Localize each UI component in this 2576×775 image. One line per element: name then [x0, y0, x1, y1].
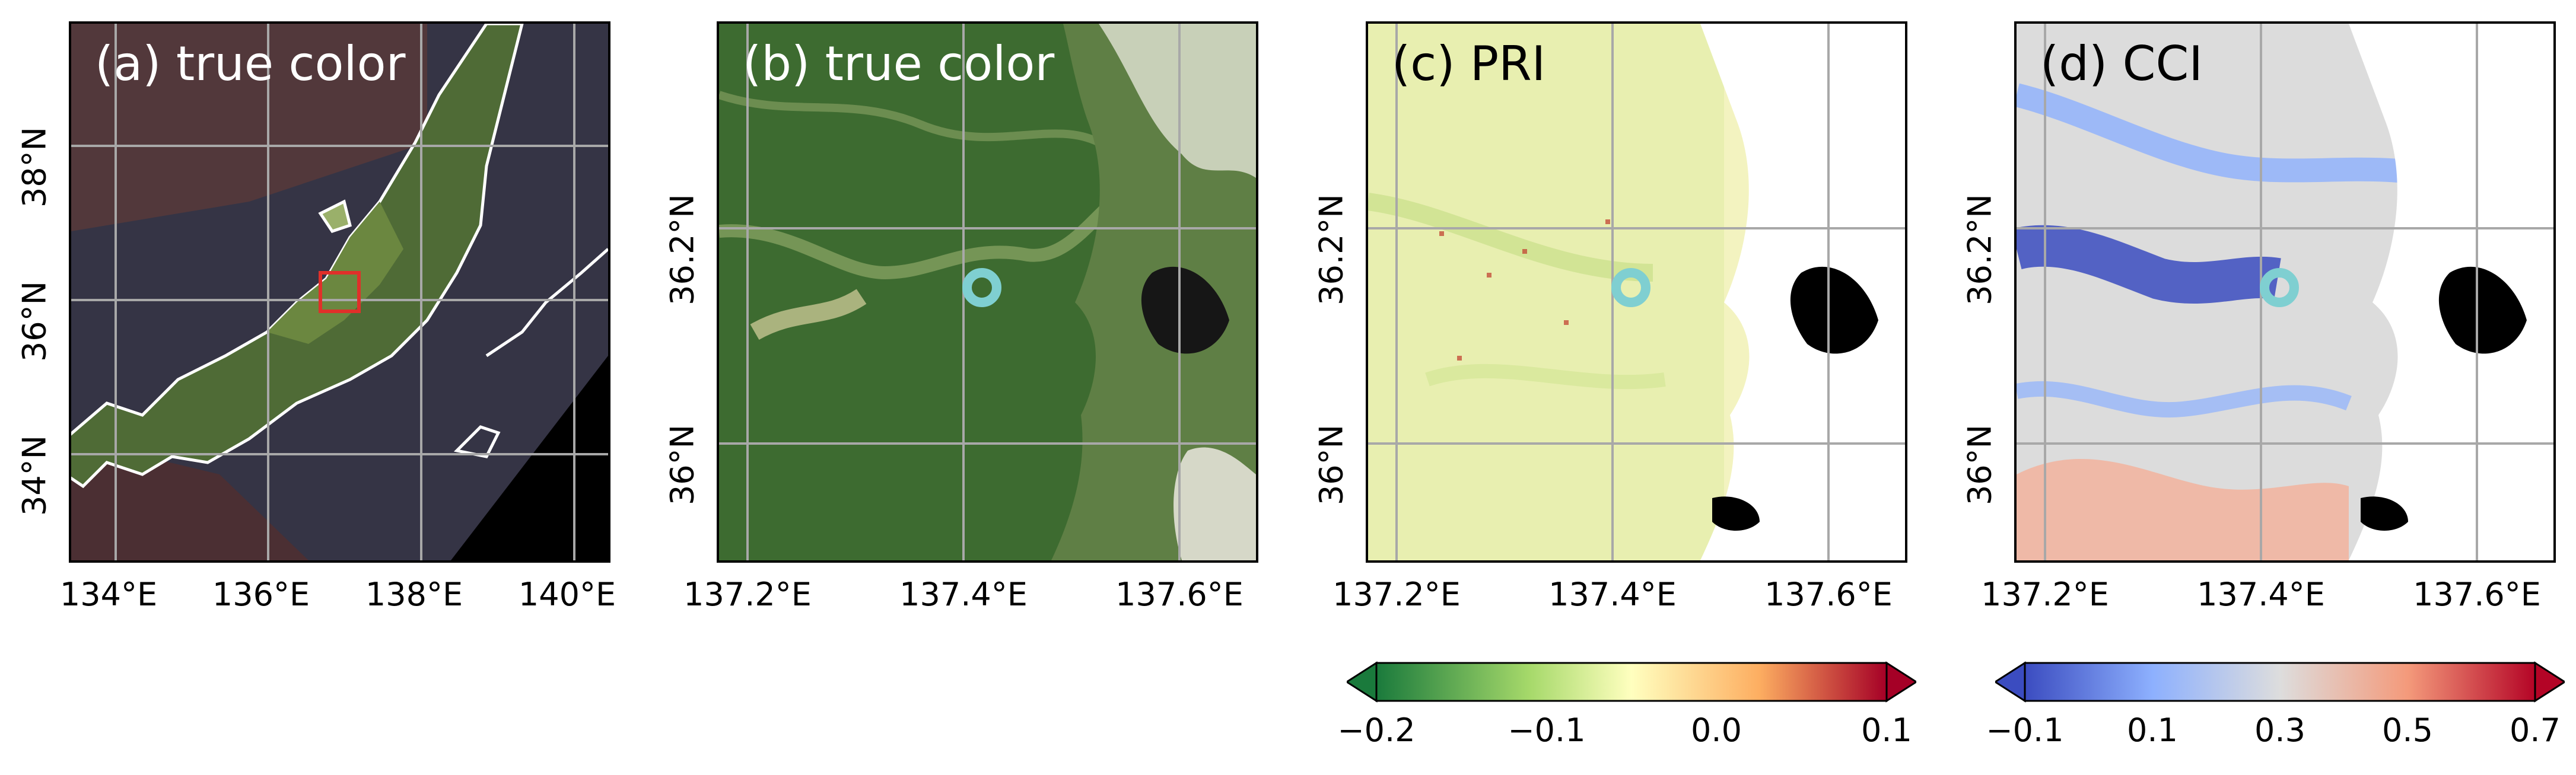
pri-tick-1: −0.1 — [1508, 712, 1586, 749]
site-marker — [1611, 268, 1650, 307]
cci-tick-3: 0.5 — [2382, 712, 2433, 749]
xtick-d-2: 137.6°E — [2413, 576, 2541, 613]
xtick-d-1: 137.4°E — [2197, 576, 2325, 613]
panel-c-label: (c) PRI — [1392, 36, 1546, 91]
map-panel-d: (d) CCI — [2014, 21, 2556, 563]
site-marker — [962, 268, 1001, 307]
ytick-b-1: 36°N — [663, 424, 701, 506]
xtick-a-3: 140°E — [518, 576, 616, 613]
ytick-d-0: 36.2°N — [1961, 194, 1999, 305]
xtick-c-0: 137.2°E — [1332, 576, 1461, 613]
cci-tick-4: 0.7 — [2510, 712, 2561, 749]
xtick-a-2: 138°E — [365, 576, 463, 613]
ytick-c-1: 36°N — [1312, 424, 1350, 506]
pri-map — [1368, 24, 1905, 560]
ytick-c-0: 36.2°N — [1312, 194, 1350, 305]
true-color-regional-map — [71, 24, 608, 560]
pri-tick-2: 0.0 — [1691, 712, 1742, 749]
ytick-a-1: 36°N — [15, 280, 53, 362]
xtick-b-2: 137.6°E — [1115, 576, 1244, 613]
xtick-c-2: 137.6°E — [1764, 576, 1893, 613]
pri-tick-3: 0.1 — [1861, 712, 1912, 749]
map-panel-c: (c) PRI — [1366, 21, 1907, 563]
cci-tick-1: 0.1 — [2127, 712, 2178, 749]
xtick-c-1: 137.4°E — [1548, 576, 1677, 613]
cci-map — [2017, 24, 2553, 560]
xtick-b-0: 137.2°E — [683, 576, 812, 613]
site-marker — [2260, 268, 2299, 307]
cci-tick-0: −0.1 — [1986, 712, 2064, 749]
true-color-zoom-map — [719, 24, 1256, 560]
panel-b-label: (b) true color — [743, 36, 1055, 91]
xtick-d-0: 137.2°E — [1981, 576, 2109, 613]
pri-tick-0: −0.2 — [1337, 712, 1416, 749]
panel-a-label: (a) true color — [95, 36, 406, 91]
xtick-a-0: 134°E — [59, 576, 158, 613]
study-area-box — [319, 271, 361, 313]
pri-colorbar — [1347, 661, 1916, 703]
ytick-a-2: 34°N — [15, 435, 53, 516]
ytick-a-0: 38°N — [15, 126, 53, 208]
ytick-b-0: 36.2°N — [663, 194, 701, 305]
cci-tick-2: 0.3 — [2254, 712, 2305, 749]
ytick-d-1: 36°N — [1961, 424, 1999, 506]
xtick-a-1: 136°E — [212, 576, 310, 613]
xtick-b-1: 137.4°E — [899, 576, 1028, 613]
cci-colorbar — [1995, 661, 2565, 703]
panel-d-label: (d) CCI — [2040, 36, 2203, 91]
map-panel-b: (b) true color — [717, 21, 1258, 563]
map-panel-a: (a) true color — [69, 21, 610, 563]
